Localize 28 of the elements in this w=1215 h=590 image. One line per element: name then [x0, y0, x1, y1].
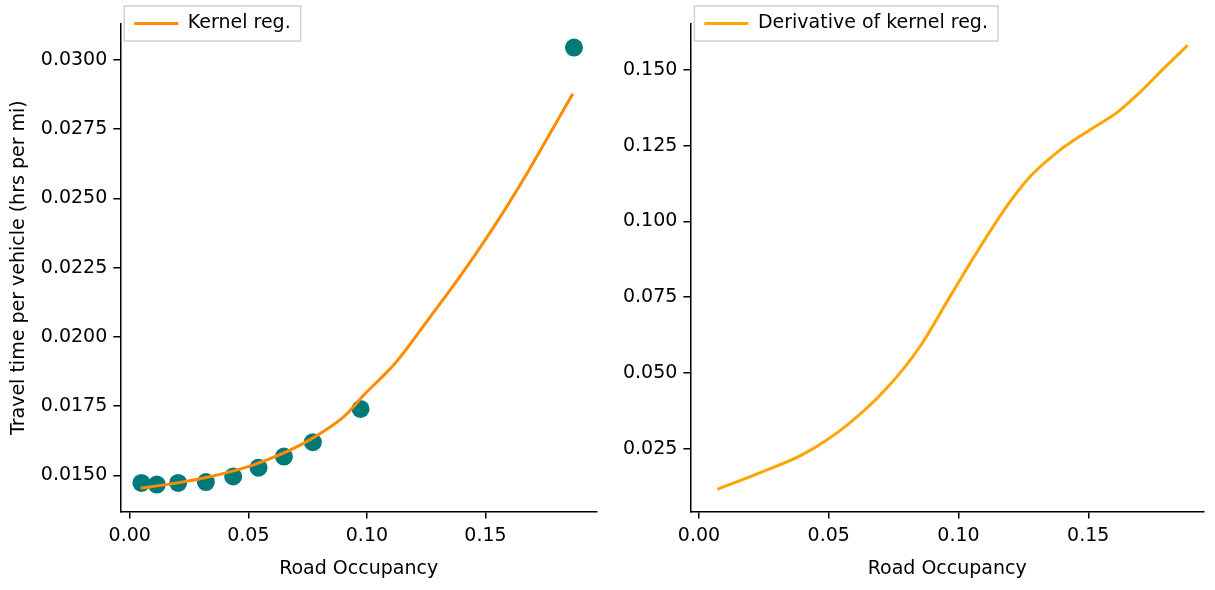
y-axis-title: Travel time per vehicle (hrs per mi) [6, 100, 29, 437]
y-tick-label: 0.0300 [40, 46, 108, 69]
x-tick-label: 0.00 [677, 522, 721, 545]
y-tick-label: 0.125 [622, 132, 678, 155]
x-tick-label: 0.00 [108, 522, 151, 545]
x-axis-title: Road Occupancy [279, 555, 439, 578]
y-tick-label: 0.0150 [40, 462, 108, 485]
point [564, 38, 583, 57]
x-tick-label: 0.10 [345, 522, 389, 545]
y-tick-label: 0.0200 [40, 323, 108, 346]
x-tick-label: 0.05 [807, 522, 850, 545]
x-tick-label: 0.05 [227, 522, 270, 545]
legend-label: Derivative of kernel reg. [757, 10, 988, 33]
y-tick-label: 0.0275 [40, 116, 108, 139]
x-axis-title: Road Occupancy [867, 555, 1027, 578]
y-tick-label: 0.150 [622, 56, 678, 79]
y-tick-label: 0.0225 [40, 254, 108, 277]
y-tick-label: 0.075 [622, 284, 678, 307]
y-tick-label: 0.025 [622, 435, 678, 458]
x-tick-label: 0.10 [937, 522, 980, 545]
y-tick-label: 0.050 [622, 359, 678, 382]
legend-label: Kernel reg. [187, 10, 291, 33]
line-series [715, 43, 1190, 491]
y-tick-label: 0.100 [622, 208, 678, 231]
y-tick-label: 0.0175 [40, 393, 108, 416]
x-tick-label: 0.15 [1067, 522, 1110, 545]
y-tick-label: 0.0250 [40, 185, 108, 208]
x-tick-label: 0.15 [464, 522, 507, 545]
